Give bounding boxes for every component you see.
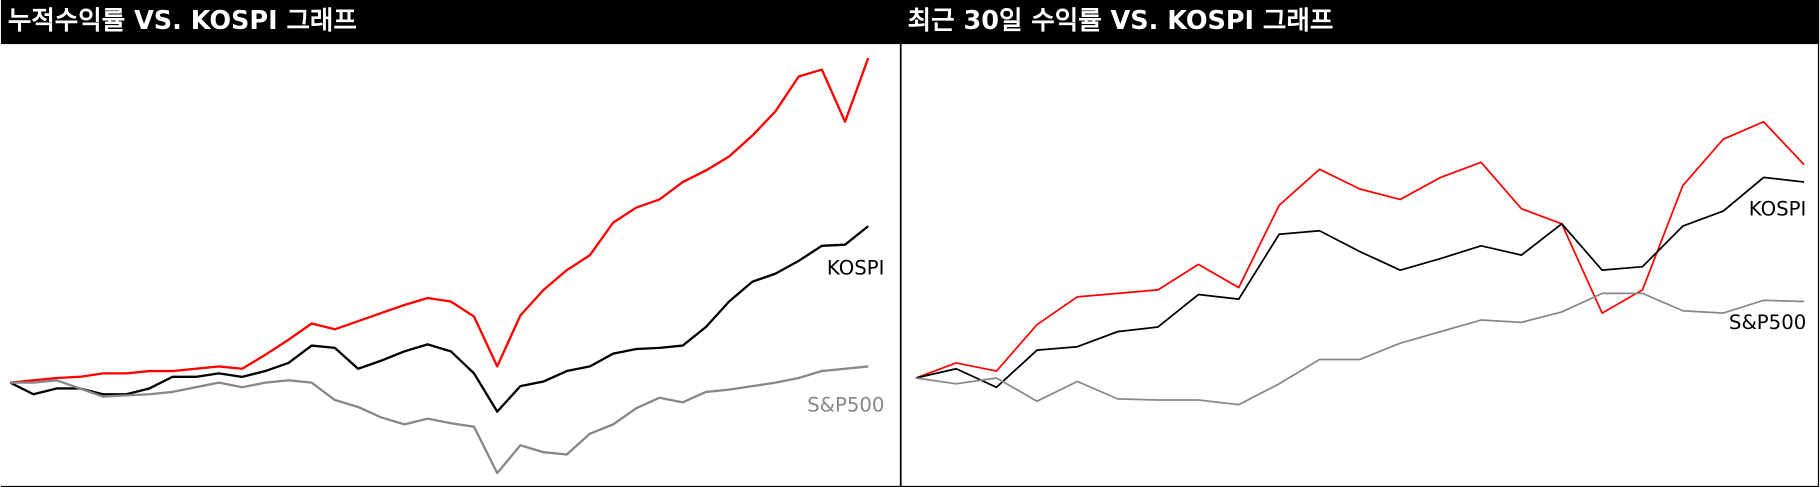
series-label: S&P500	[807, 393, 884, 416]
series-line	[10, 365, 869, 475]
series-label: KOSPI	[827, 257, 885, 280]
series-label: KOSPI	[1749, 197, 1807, 220]
chart-title: 최근 30일 수익률 VS. KOSPI 그래프	[908, 6, 1334, 36]
series-line	[10, 57, 870, 384]
series-line	[915, 120, 1805, 379]
series-line	[915, 292, 1805, 406]
series-label: S&P500	[1729, 311, 1806, 334]
header-bar	[0, 0, 1820, 45]
chart-title: 누적수익률 VS. KOSPI 그래프	[8, 6, 357, 36]
series-line	[915, 176, 1805, 389]
series-line	[9, 225, 869, 413]
